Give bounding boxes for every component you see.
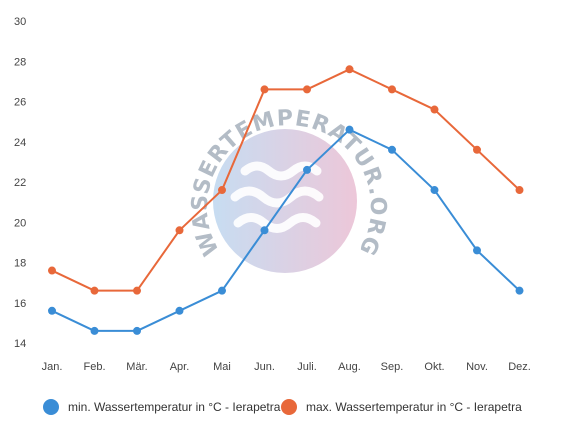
data-point[interactable] — [388, 145, 396, 154]
x-tick-label: Okt. — [424, 361, 444, 373]
x-tick-label: Dez. — [508, 361, 531, 373]
x-tick-label: Jan. — [42, 361, 63, 373]
x-tick-label: Aug. — [338, 361, 361, 373]
data-point[interactable] — [175, 226, 184, 235]
legend-marker[interactable] — [43, 399, 59, 415]
plot-area — [48, 65, 524, 335]
data-point[interactable] — [303, 85, 311, 94]
x-tick-label: Mai — [213, 361, 231, 373]
data-point[interactable] — [90, 326, 99, 335]
series-line-max — [51, 68, 521, 292]
y-tick-label: 24 — [14, 137, 26, 149]
data-point[interactable] — [303, 165, 311, 174]
data-point[interactable] — [218, 186, 226, 195]
data-point[interactable] — [175, 306, 184, 315]
data-point[interactable] — [473, 145, 481, 154]
series-line-min — [51, 128, 521, 332]
data-point[interactable] — [515, 186, 524, 195]
data-point[interactable] — [430, 105, 439, 114]
y-tick-label: 26 — [14, 97, 26, 109]
legend-marker[interactable] — [281, 399, 297, 415]
data-point[interactable] — [90, 286, 99, 295]
data-point[interactable] — [48, 266, 56, 275]
data-point[interactable] — [48, 306, 56, 315]
data-point[interactable] — [388, 85, 396, 94]
x-tick-label: Juli. — [297, 361, 317, 373]
data-point[interactable] — [345, 125, 354, 134]
watermark-wave-3 — [233, 213, 321, 233]
y-tick-label: 28 — [14, 56, 26, 68]
y-tick-label: 20 — [14, 217, 26, 229]
x-tick-label: Nov. — [466, 361, 488, 373]
y-tick-label: 22 — [14, 177, 26, 189]
y-tick-label: 30 — [14, 16, 26, 28]
data-point[interactable] — [473, 246, 481, 255]
data-point[interactable] — [345, 65, 354, 74]
data-point[interactable] — [133, 286, 141, 295]
x-axis: Jan. Feb. Mär. Apr. Mai Jun. Juli. Aug. Sep. Okt.… — [42, 361, 531, 373]
y-axis: 14 16 18 20 22 24 26 28 30 — [14, 16, 26, 350]
legend-label[interactable]: min. Wassertemperatur in °C - Ierapetra — [68, 400, 281, 414]
legend-label[interactable]: max. Wassertemperatur in °C - Ierapetra — [306, 400, 522, 414]
x-tick-label: Jun. — [254, 361, 275, 373]
y-tick-label: 14 — [14, 338, 26, 350]
watermark-wave-2 — [230, 186, 324, 208]
data-point[interactable] — [430, 186, 439, 195]
x-tick-label: Sep. — [381, 361, 404, 373]
data-point[interactable] — [515, 286, 524, 295]
x-tick-label: Apr. — [170, 361, 190, 373]
y-tick-label: 18 — [14, 258, 26, 270]
y-tick-label: 16 — [14, 298, 26, 310]
x-tick-label: Mär. — [126, 361, 147, 373]
data-point[interactable] — [133, 326, 141, 335]
data-point[interactable] — [260, 85, 269, 94]
data-point[interactable] — [260, 226, 269, 235]
x-tick-label: Feb. — [83, 361, 105, 373]
legend: min. Wassertemperatur in °C - Ierapetra m… — [43, 399, 522, 415]
data-point[interactable] — [218, 286, 226, 295]
watermark-wave-1 — [240, 161, 322, 181]
